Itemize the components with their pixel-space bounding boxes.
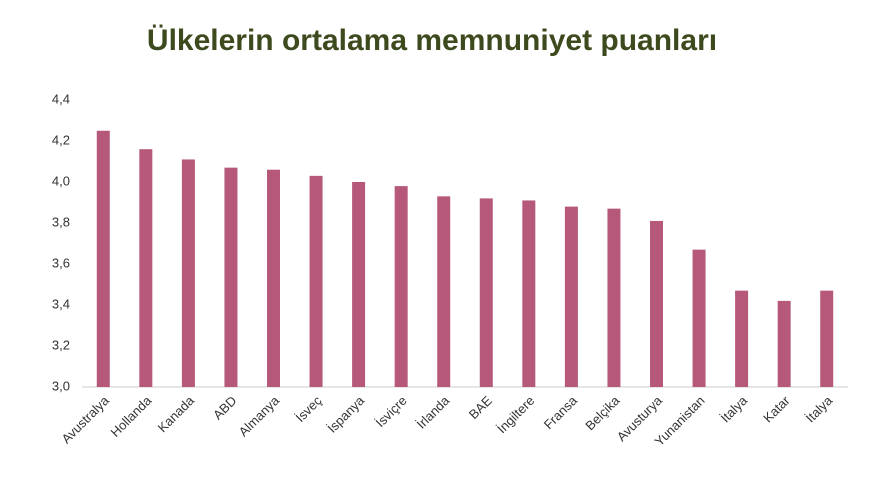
bar — [607, 208, 621, 387]
x-tick-label: Avustralya — [58, 392, 112, 446]
chart-title: Ülkelerin ortalama memnuniyet puanları — [147, 24, 717, 57]
bar — [181, 159, 195, 387]
y-tick-label: 3,0 — [52, 378, 70, 393]
y-tick-label: 3,8 — [52, 214, 70, 229]
bar — [224, 167, 238, 387]
x-tick-label: İsviçre — [373, 393, 410, 430]
bar — [394, 186, 408, 387]
y-tick-label: 3,4 — [52, 296, 70, 311]
y-tick-label: 3,6 — [52, 255, 70, 270]
x-tick-label: Katar — [760, 392, 793, 425]
x-tick-label: Fransa — [541, 392, 581, 432]
x-tick-label: İtalya — [803, 392, 836, 425]
bar — [437, 196, 451, 387]
bar — [267, 169, 280, 387]
bar — [139, 149, 153, 387]
y-tick-label: 3,2 — [52, 337, 70, 352]
x-tick-label: Belçika — [582, 392, 623, 433]
y-tick-label: 4,2 — [52, 132, 70, 147]
x-tick-label: ABD — [210, 393, 240, 423]
x-tick-label: BAE — [466, 393, 495, 422]
bar — [479, 198, 493, 387]
x-tick-label: İrlanda — [414, 392, 453, 431]
bar — [692, 249, 706, 387]
bar — [352, 182, 366, 387]
bar — [309, 175, 323, 387]
x-tick-label: Almanya — [236, 392, 283, 439]
bar — [820, 290, 834, 387]
bar — [777, 300, 791, 387]
x-tick-label: İsveç — [293, 393, 325, 425]
bar — [735, 290, 749, 387]
bar — [650, 220, 663, 387]
x-tick-label: Hollanda — [107, 392, 154, 439]
bar — [564, 206, 578, 387]
y-tick-label: 4,0 — [52, 173, 70, 188]
x-tick-label: İngiltere — [494, 393, 537, 436]
bar — [96, 130, 110, 387]
y-tick-label: 4,4 — [52, 91, 70, 106]
x-tick-label: İspanya — [324, 392, 367, 435]
x-tick-label: İtalya — [718, 392, 751, 425]
bar — [522, 200, 536, 387]
x-tick-label: Kanada — [155, 392, 198, 435]
